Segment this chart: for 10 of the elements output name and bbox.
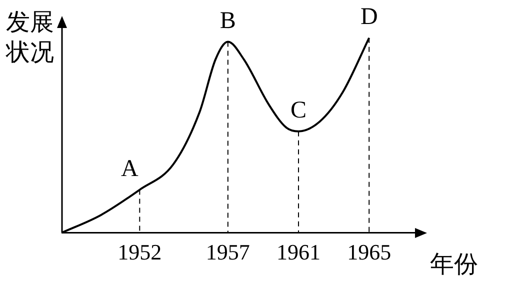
x-tick-label: 1965 bbox=[347, 240, 392, 265]
x-tick-label: 1952 bbox=[118, 240, 162, 265]
x-axis-title: 年份 bbox=[430, 251, 478, 280]
x-tick-label: 1957 bbox=[206, 240, 250, 265]
annotation: B bbox=[220, 8, 236, 34]
annotation: C bbox=[290, 98, 307, 124]
x-tick-label: 1961 bbox=[276, 240, 321, 265]
annotation: D bbox=[360, 4, 378, 30]
y-axis-title: 发展状况 bbox=[6, 9, 55, 68]
annotation: A bbox=[120, 156, 139, 182]
